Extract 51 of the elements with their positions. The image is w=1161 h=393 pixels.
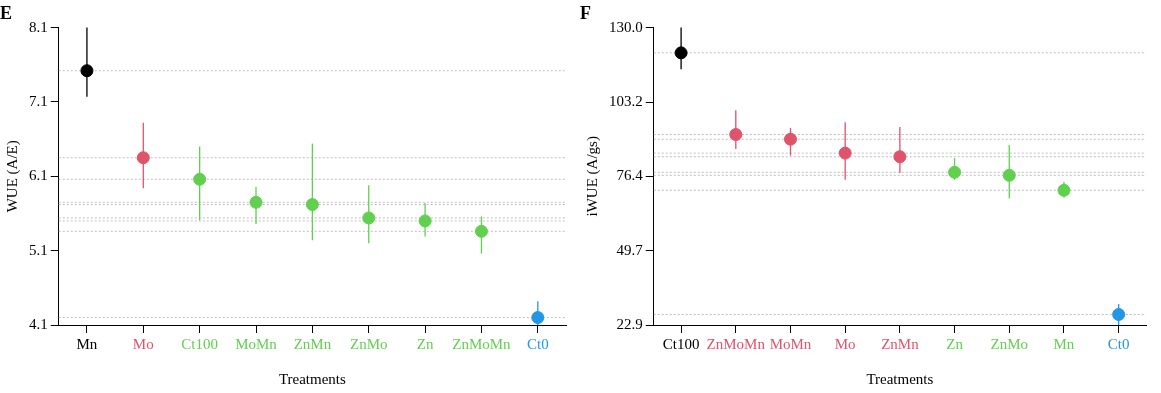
point [838,146,852,160]
y-tick-label: 76.4 [616,167,644,184]
x-tick-label: Ct100 [181,335,218,352]
y-tick-label: 103.2 [609,92,643,109]
x-tick-label: Zn [946,335,964,352]
x-tick-label: Mn [76,335,98,352]
point [948,165,962,179]
x-tick-label: MoMn [769,335,812,352]
x-tick-label: Ct0 [526,335,549,352]
x-tick-label: Ct0 [1107,335,1130,352]
y-tick-label: 49.7 [616,241,644,258]
point [783,132,797,146]
point [418,214,432,228]
point [1112,307,1126,321]
x-tick-label: ZnMo [349,335,388,352]
y-tick-label: 130.0 [609,18,643,35]
y-tick-label: 7.1 [29,92,48,109]
point [893,150,907,164]
x-tick-label: MoMn [235,335,278,352]
point [305,198,319,212]
point [474,224,488,238]
y-axis-title: iWUE (A/gs) [583,136,601,217]
point [1002,168,1016,182]
x-tick-label: Mo [132,335,154,352]
x-tick-label: ZnMn [293,335,332,352]
y-tick-label: 22.9 [616,315,643,332]
x-tick-label: ZnMoMn [706,335,766,352]
y-tick-label: 4.1 [29,315,48,332]
point [674,46,688,60]
x-axis-title: Treatments [278,370,346,387]
chart-title: E [0,3,13,24]
x-tick-label: Ct100 [662,335,700,352]
point [531,311,545,325]
x-tick-label: Mn [1053,335,1075,352]
y-tick-label: 8.1 [29,18,48,35]
point [193,172,207,186]
y-axis-title: WUE (A/E) [3,140,21,213]
x-tick-label: Mo [834,335,856,352]
x-axis-title: Treatments [866,370,934,387]
y-tick-label: 6.1 [29,167,48,184]
x-tick-label: ZnMoMn [452,335,512,352]
y-tick-label: 5.1 [29,241,48,258]
point [80,64,94,78]
x-tick-label: ZnMo [990,335,1029,352]
x-tick-label: Zn [416,335,434,352]
chart-title: F [580,3,591,24]
point [249,195,263,209]
x-tick-label: ZnMn [881,335,920,352]
point [136,151,150,165]
point [729,128,743,142]
point [362,211,376,225]
